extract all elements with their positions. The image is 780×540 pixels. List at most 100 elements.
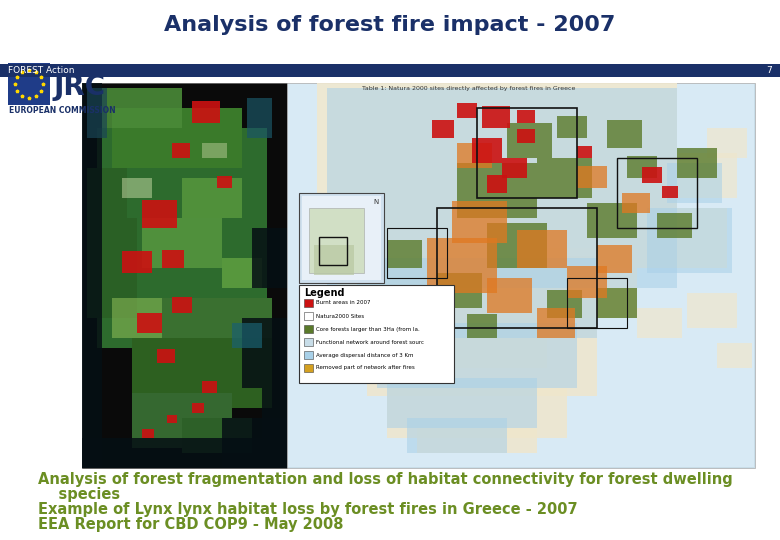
- Bar: [687, 293, 737, 328]
- Bar: [557, 116, 587, 138]
- Bar: [502, 158, 527, 178]
- Bar: [232, 323, 262, 348]
- Bar: [537, 308, 575, 338]
- Bar: [517, 129, 535, 143]
- Bar: [142, 200, 177, 228]
- Text: Table 1: Natura 2000 sites directly affected by forest fires in Greece: Table 1: Natura 2000 sites directly affe…: [362, 86, 576, 91]
- Bar: [142, 429, 154, 438]
- Bar: [427, 238, 497, 293]
- Text: FOREST Action: FOREST Action: [8, 66, 75, 75]
- Bar: [182, 178, 242, 218]
- Bar: [299, 285, 454, 383]
- Bar: [617, 158, 697, 228]
- Bar: [407, 418, 507, 453]
- Bar: [657, 213, 692, 238]
- Bar: [287, 83, 755, 468]
- Bar: [437, 273, 482, 308]
- Bar: [517, 110, 535, 123]
- Bar: [87, 88, 107, 138]
- Text: Analysis of forest fragmentation and loss of habitat connectivity for forest dwe: Analysis of forest fragmentation and los…: [38, 472, 732, 487]
- Bar: [242, 318, 287, 388]
- Bar: [304, 299, 313, 307]
- Bar: [327, 88, 677, 288]
- Text: Functional network around forest sourc: Functional network around forest sourc: [316, 340, 424, 345]
- Bar: [167, 415, 177, 423]
- Bar: [647, 208, 732, 273]
- Text: Average dispersal distance of 3 Km: Average dispersal distance of 3 Km: [316, 353, 413, 357]
- Text: EEA Report for CBD COP9 - May 2008: EEA Report for CBD COP9 - May 2008: [38, 517, 343, 532]
- Bar: [622, 193, 650, 213]
- Bar: [607, 120, 642, 148]
- Bar: [467, 314, 497, 338]
- Bar: [0, 64, 780, 77]
- Bar: [162, 250, 184, 268]
- Bar: [87, 218, 137, 318]
- Bar: [647, 208, 727, 268]
- Bar: [97, 128, 267, 348]
- Bar: [202, 381, 217, 393]
- Bar: [472, 138, 502, 163]
- Bar: [487, 223, 547, 268]
- Bar: [217, 176, 232, 188]
- Text: Example of Lynx lynx habitat loss by forest fires in Greece - 2007: Example of Lynx lynx habitat loss by for…: [38, 502, 578, 517]
- Text: N: N: [374, 199, 378, 205]
- Bar: [487, 175, 507, 193]
- Bar: [387, 388, 567, 438]
- Text: Core forests larger than 3Ha (from la.: Core forests larger than 3Ha (from la.: [316, 327, 420, 332]
- Bar: [477, 108, 577, 198]
- Bar: [457, 163, 537, 218]
- Text: 7: 7: [766, 66, 772, 75]
- Bar: [157, 349, 175, 363]
- Bar: [567, 278, 627, 328]
- Bar: [247, 98, 272, 138]
- Bar: [304, 351, 313, 359]
- Bar: [337, 248, 637, 318]
- Bar: [457, 143, 492, 168]
- Bar: [8, 63, 50, 105]
- Bar: [182, 418, 252, 453]
- Bar: [377, 323, 577, 388]
- Text: Natura2000 Sites: Natura2000 Sites: [316, 314, 364, 319]
- Bar: [192, 101, 220, 123]
- Bar: [517, 230, 567, 268]
- Bar: [597, 288, 637, 318]
- Bar: [304, 338, 313, 346]
- Bar: [222, 418, 287, 468]
- Bar: [587, 203, 637, 238]
- Bar: [537, 158, 592, 198]
- Bar: [667, 163, 722, 203]
- Bar: [82, 83, 102, 468]
- Bar: [717, 343, 752, 368]
- Bar: [577, 146, 592, 158]
- Bar: [357, 258, 597, 338]
- Bar: [304, 312, 313, 320]
- Text: Removed part of network after fires: Removed part of network after fires: [316, 366, 415, 370]
- Bar: [317, 83, 677, 268]
- Bar: [288, 84, 754, 467]
- Bar: [132, 393, 232, 448]
- Bar: [299, 193, 384, 283]
- Bar: [452, 201, 507, 243]
- Bar: [192, 403, 204, 413]
- Bar: [367, 256, 597, 396]
- Bar: [142, 218, 222, 268]
- Bar: [707, 128, 747, 158]
- Bar: [132, 338, 272, 408]
- Bar: [642, 167, 662, 183]
- Bar: [222, 258, 262, 288]
- Bar: [252, 228, 287, 288]
- Bar: [314, 245, 354, 275]
- Bar: [577, 166, 607, 188]
- Bar: [547, 290, 582, 318]
- Bar: [402, 289, 432, 313]
- Bar: [487, 278, 532, 313]
- Bar: [202, 143, 227, 158]
- Bar: [367, 308, 547, 368]
- Bar: [637, 308, 682, 338]
- Bar: [387, 378, 537, 428]
- Text: species: species: [38, 487, 120, 502]
- Bar: [304, 364, 313, 372]
- Bar: [302, 196, 381, 280]
- Bar: [262, 388, 287, 468]
- Bar: [82, 438, 287, 468]
